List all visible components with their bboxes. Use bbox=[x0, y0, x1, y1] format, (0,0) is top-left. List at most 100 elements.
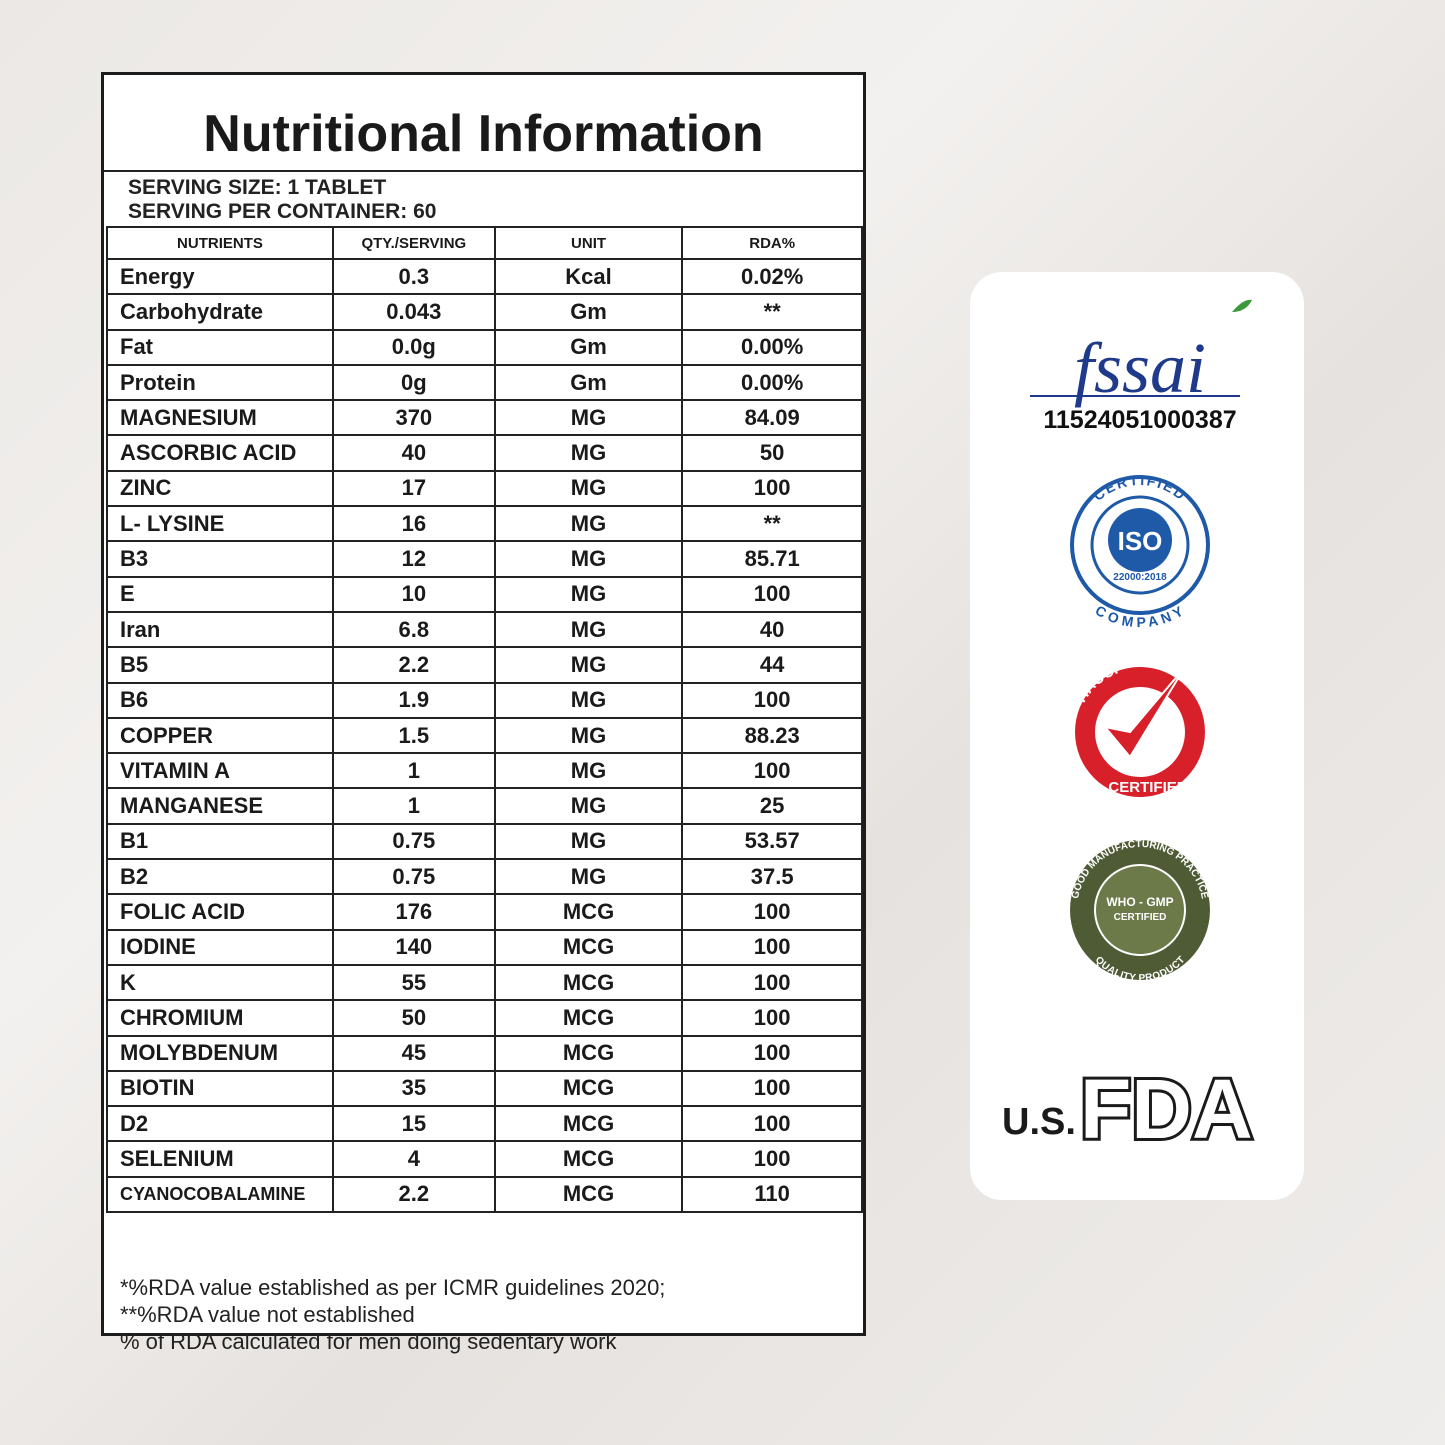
table-cell: ** bbox=[681, 505, 863, 543]
table-cell: 370 bbox=[331, 399, 496, 437]
table-cell: 12 bbox=[331, 540, 496, 578]
nutrient-name: CYANOCOBALAMINE bbox=[106, 1175, 334, 1214]
table-cell: Gm bbox=[493, 293, 684, 331]
table-cell: ** bbox=[681, 293, 863, 331]
table-cell: 4 bbox=[331, 1140, 496, 1178]
table-row: B6 1.9 MG 100 bbox=[106, 681, 863, 719]
footnote: *%RDA value established as per ICMR guid… bbox=[120, 1275, 666, 1300]
table-cell: 100 bbox=[681, 1034, 863, 1072]
table-cell: MG bbox=[493, 540, 684, 578]
table-row: Fat 0.0g Gm 0.00% bbox=[106, 328, 863, 366]
nutrient-name: VITAMIN A bbox=[106, 752, 334, 790]
table-row: MAGNESIUM 370 MG 84.09 bbox=[106, 399, 863, 437]
table-cell: 2.2 bbox=[331, 646, 496, 684]
table-cell: 40 bbox=[681, 610, 863, 649]
haccp-logo: HACCP CERTIFIED bbox=[1073, 659, 1205, 797]
table-cell: 100 bbox=[681, 469, 863, 508]
column-header: RDA% bbox=[681, 226, 863, 260]
table-cell: 25 bbox=[681, 787, 863, 825]
table-cell: MG bbox=[493, 752, 684, 790]
table-cell: 84.09 bbox=[681, 399, 863, 437]
nutrient-name: B3 bbox=[106, 540, 334, 578]
table-cell: 0.00% bbox=[681, 328, 863, 366]
table-cell: 6.8 bbox=[331, 610, 496, 649]
nutrient-name: MOLYBDENUM bbox=[106, 1034, 334, 1072]
nutrient-name: L- LYSINE bbox=[106, 505, 334, 543]
table-cell: MG bbox=[493, 716, 684, 755]
nutrient-name: B6 bbox=[106, 681, 334, 719]
table-cell: 37.5 bbox=[681, 858, 863, 896]
table-cell: MCG bbox=[493, 1175, 684, 1214]
column-header: UNIT bbox=[493, 226, 684, 260]
table-cell: 0.75 bbox=[331, 858, 496, 896]
nutrient-name: Carbohydrate bbox=[106, 293, 334, 331]
table-row: Energy 0.3 Kcal 0.02% bbox=[106, 257, 863, 296]
table-cell: 44 bbox=[681, 646, 863, 684]
table-row: E 10 MG 100 bbox=[106, 575, 863, 613]
certification-logos: fssai 11524051000387 CERTIFIED COMPANY I… bbox=[1002, 299, 1256, 1159]
gmp-logo: GOOD MANUFACTURING PRACTICE WHO - GMP CE… bbox=[1070, 839, 1210, 984]
table-cell: 100 bbox=[681, 963, 863, 1002]
table-cell: 0g bbox=[331, 363, 496, 402]
table-cell: 45 bbox=[331, 1034, 496, 1072]
table-cell: 85.71 bbox=[681, 540, 863, 578]
nutrient-name: Protein bbox=[106, 363, 334, 402]
table-cell: MG bbox=[493, 681, 684, 719]
table-cell: MCG bbox=[493, 1034, 684, 1072]
iso-center: ISO bbox=[1118, 526, 1163, 556]
table-cell: MG bbox=[493, 646, 684, 684]
table-cell: 100 bbox=[681, 893, 863, 931]
table-row: VITAMIN A 1 MG 100 bbox=[106, 752, 863, 790]
table-cell: 1 bbox=[331, 752, 496, 790]
table-cell: 100 bbox=[681, 1105, 863, 1143]
nutrient-name: E bbox=[106, 575, 334, 613]
table-cell: 88.23 bbox=[681, 716, 863, 755]
table-cell: 1 bbox=[331, 787, 496, 825]
table-cell: 0.75 bbox=[331, 822, 496, 861]
table-cell: 0.0g bbox=[331, 328, 496, 366]
nutrient-name: MAGNESIUM bbox=[106, 399, 334, 437]
table-cell: MG bbox=[493, 787, 684, 825]
table-cell: MG bbox=[493, 399, 684, 437]
nutrient-name: Energy bbox=[106, 257, 334, 296]
table-cell: 35 bbox=[331, 1069, 496, 1108]
table-cell: 1.9 bbox=[331, 681, 496, 719]
footnote: **%RDA value not established bbox=[120, 1302, 415, 1327]
table-cell: 100 bbox=[681, 681, 863, 719]
table-row: MOLYBDENUM 45 MCG 100 bbox=[106, 1034, 863, 1072]
table-cell: MG bbox=[493, 434, 684, 472]
iso-standard: 22000:2018 bbox=[1113, 572, 1167, 583]
nutrient-name: Fat bbox=[106, 328, 334, 366]
table-cell: 2.2 bbox=[331, 1175, 496, 1214]
table-cell: 100 bbox=[681, 752, 863, 790]
nutrient-name: CHROMIUM bbox=[106, 999, 334, 1037]
title: Nutritional Information bbox=[104, 75, 863, 172]
table-row: CYANOCOBALAMINE 2.2 MCG 110 bbox=[106, 1175, 863, 1214]
table-cell: MCG bbox=[493, 1140, 684, 1178]
table-cell: MCG bbox=[493, 928, 684, 966]
table-row: BIOTIN 35 MCG 100 bbox=[106, 1069, 863, 1108]
table-row: B5 2.2 MG 44 bbox=[106, 646, 863, 684]
nutrient-name: MANGANESE bbox=[106, 787, 334, 825]
table-cell: MG bbox=[493, 575, 684, 613]
table-row: B2 0.75 MG 37.5 bbox=[106, 858, 863, 896]
column-header: NUTRIENTS bbox=[106, 226, 334, 260]
table-cell: MCG bbox=[493, 999, 684, 1037]
table-cell: 17 bbox=[331, 469, 496, 508]
servings-per-container: SERVING PER CONTAINER: 60 bbox=[128, 200, 437, 223]
fssai-logo: fssai 11524051000387 bbox=[1030, 299, 1252, 434]
table-row: K 55 MCG 100 bbox=[106, 963, 863, 1002]
gmp-sub: CERTIFIED bbox=[1114, 912, 1167, 923]
nutrient-name: ASCORBIC ACID bbox=[106, 434, 334, 472]
table-row: B1 0.75 MG 53.57 bbox=[106, 822, 863, 861]
table-cell: 50 bbox=[681, 434, 863, 472]
table-cell: 50 bbox=[331, 999, 496, 1037]
column-header: QTY./SERVING bbox=[331, 226, 496, 260]
table-row: ZINC 17 MG 100 bbox=[106, 469, 863, 508]
table-cell: 100 bbox=[681, 1069, 863, 1108]
table-cell: 100 bbox=[681, 928, 863, 966]
nutrient-name: B5 bbox=[106, 646, 334, 684]
table-row: MANGANESE 1 MG 25 bbox=[106, 787, 863, 825]
table-cell: Gm bbox=[493, 328, 684, 366]
